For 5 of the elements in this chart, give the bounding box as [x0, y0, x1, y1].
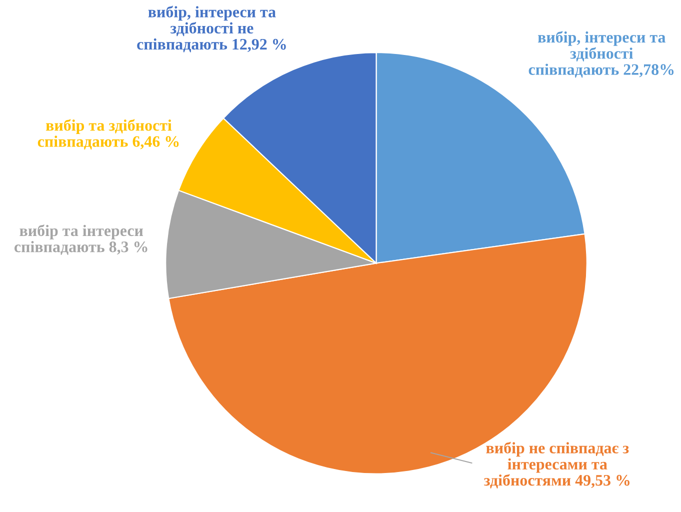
slice-label: вибір не співпадає з інтересами та здібностями 49,53 % — [484, 442, 630, 488]
slice-label: вибір та здібності співпадають 6,46 % — [38, 119, 179, 150]
slice-label: вибір, інтереси та здібності співпадають 22,78% — [528, 31, 674, 78]
slice-label: вибір, інтереси та здібності не співпадають 12,92 % — [137, 6, 286, 52]
slice-label: вибір та інтереси співпадають 8,3 % — [14, 224, 148, 255]
